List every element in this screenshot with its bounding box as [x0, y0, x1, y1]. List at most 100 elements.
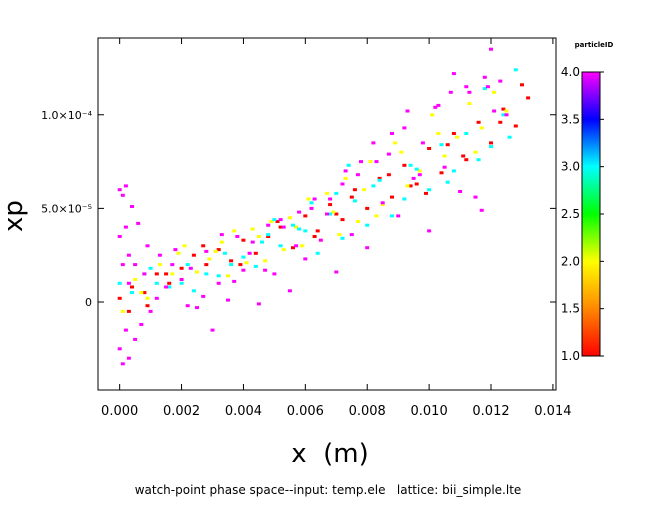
data-point — [328, 197, 333, 201]
data-point — [371, 184, 376, 188]
data-point — [238, 263, 243, 267]
x-tick-label: 0.006 — [287, 404, 324, 419]
x-tick-label: 0.008 — [349, 404, 386, 419]
data-point — [414, 167, 419, 171]
data-point — [188, 266, 193, 270]
x-tick-label: 0.004 — [225, 404, 262, 419]
data-point — [269, 220, 274, 223]
data-point — [145, 296, 150, 300]
data-point — [402, 197, 407, 201]
data-point — [408, 163, 413, 167]
data-point — [390, 214, 394, 218]
data-point — [247, 251, 252, 255]
data-point — [120, 193, 125, 197]
data-point — [164, 272, 169, 276]
data-point — [263, 259, 268, 263]
data-point — [222, 251, 227, 255]
data-point — [126, 356, 131, 360]
data-point — [355, 220, 360, 223]
data-point — [473, 150, 478, 154]
data-point — [195, 306, 199, 310]
data-point — [451, 132, 456, 135]
data-point — [173, 248, 178, 252]
data-point — [458, 190, 463, 193]
data-point — [492, 90, 497, 94]
x-axis-title: x (m) — [291, 439, 369, 469]
data-point — [328, 203, 333, 207]
data-point — [195, 270, 199, 274]
data-point — [380, 201, 385, 205]
data-point — [504, 113, 509, 117]
data-point — [266, 235, 271, 238]
data-point — [507, 135, 512, 139]
data-point — [309, 201, 314, 205]
data-point — [126, 309, 131, 313]
data-point — [498, 120, 503, 124]
data-point — [130, 285, 134, 289]
data-point — [473, 195, 478, 199]
data-point — [482, 87, 487, 91]
data-point — [349, 195, 354, 199]
data-point — [451, 72, 456, 76]
data-point — [513, 124, 518, 128]
data-point — [126, 253, 131, 257]
data-point — [294, 225, 299, 229]
data-point — [266, 233, 271, 237]
data-point — [145, 304, 150, 308]
data-point — [278, 244, 283, 248]
data-point — [120, 309, 125, 313]
data-point — [154, 296, 159, 300]
data-point — [123, 328, 128, 332]
data-point — [213, 249, 218, 253]
data-point — [294, 244, 299, 248]
colorbar-ticks: 4.0 3.5 3.0 2.5 2.0 1.5 1.0 — [561, 65, 604, 363]
data-point — [402, 126, 407, 130]
data-point — [464, 158, 469, 162]
data-point — [256, 302, 261, 306]
data-point — [489, 47, 493, 51]
data-point — [154, 272, 159, 276]
data-point — [117, 281, 122, 285]
data-point — [334, 212, 339, 216]
data-point — [489, 145, 493, 149]
data-point — [396, 214, 401, 218]
data-point — [346, 163, 351, 167]
data-point — [303, 214, 308, 218]
colorbar-tick-label: 4.0 — [561, 65, 580, 79]
data-point — [130, 291, 134, 295]
data-point — [417, 169, 422, 173]
data-point — [253, 264, 258, 268]
data-point — [402, 163, 407, 167]
data-point — [312, 235, 317, 238]
points-layer — [117, 47, 531, 366]
data-point — [355, 173, 360, 177]
y-axis-title: xp — [0, 200, 29, 232]
data-point — [365, 206, 370, 210]
data-point — [185, 304, 190, 308]
data-point — [445, 143, 450, 147]
data-point — [411, 176, 416, 180]
colorbar — [581, 71, 601, 357]
data-point — [235, 235, 240, 238]
data-point — [204, 249, 209, 253]
data-point — [399, 150, 404, 154]
data-point — [464, 132, 469, 135]
data-point — [405, 109, 410, 113]
data-point — [325, 212, 329, 216]
data-point — [272, 272, 277, 276]
data-point — [334, 191, 339, 195]
colorbar-tick-label: 3.0 — [561, 160, 580, 174]
data-point — [287, 216, 292, 220]
data-point — [374, 214, 379, 218]
data-point — [226, 298, 230, 302]
data-point — [464, 85, 469, 89]
data-point — [482, 75, 487, 79]
y-tick-label: 1.0×10⁻⁴ — [41, 109, 93, 122]
data-point — [303, 257, 308, 261]
data-point — [148, 266, 153, 270]
data-point — [501, 113, 506, 117]
data-point — [455, 135, 459, 139]
data-point — [123, 184, 128, 188]
data-point — [526, 96, 531, 100]
data-point — [343, 169, 348, 173]
